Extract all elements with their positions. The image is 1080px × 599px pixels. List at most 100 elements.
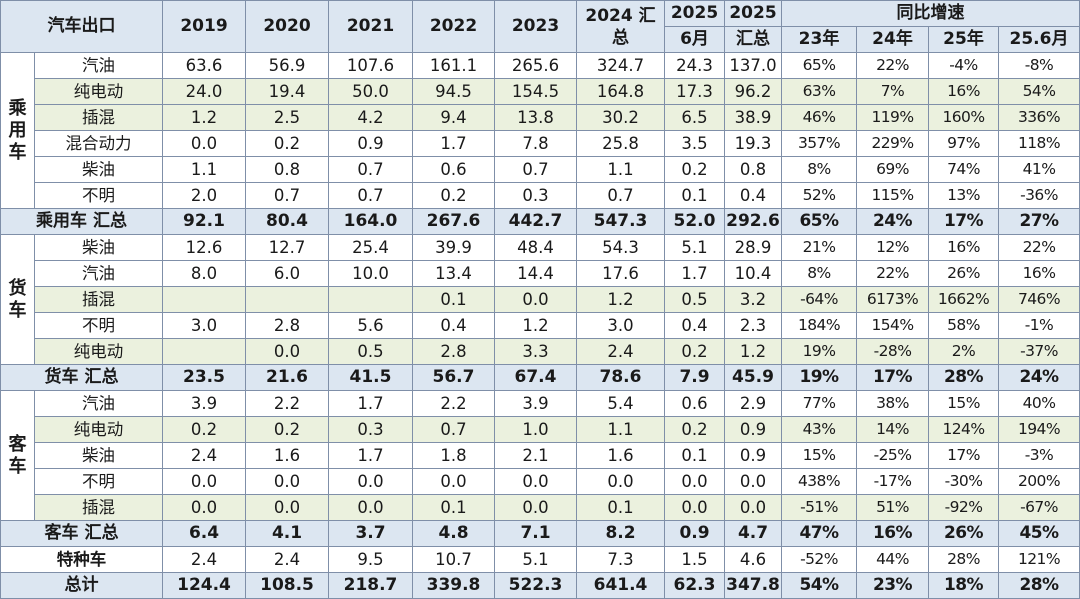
value-cell: 339.8 [412,572,495,599]
value-cell: 0.9 [724,442,782,469]
value-cell: 0.9 [724,416,782,443]
value-cell: 19.4 [245,78,329,105]
yoy-cell: -36% [998,182,1080,209]
value-cell: 0.7 [576,182,665,209]
value-cell: 24.0 [162,78,246,105]
yoy-cell: 22% [856,260,929,287]
value-cell: 0.0 [162,494,246,521]
value-cell: 0.4 [412,312,495,339]
header-yoy-25-6: 25.6月 [998,26,1080,53]
header-year-2019: 2019 [162,0,246,53]
value-cell: 522.3 [494,572,577,599]
yoy-cell: 6173% [856,286,929,313]
yoy-cell: 77% [781,390,857,417]
value-cell: 25.8 [576,130,665,157]
yoy-cell: 21% [781,234,857,261]
header-yoy-24: 24年 [856,26,929,53]
value-cell: 0.9 [664,520,725,547]
yoy-cell: -25% [856,442,929,469]
value-cell: 292.6 [724,208,782,235]
yoy-cell: 7% [856,78,929,105]
value-cell: 17.6 [576,260,665,287]
yoy-cell: 184% [781,312,857,339]
table-row: 货车柴油 12.6 12.7 25.4 39.9 48.4 54.3 5.1 28.9 21% 12… [0,234,1080,365]
fuel-type-label: 不明 [34,182,163,209]
table-row: 不明 2.0 0.7 0.7 0.2 0.3 0.7 0.1 0.4 52% 115% 13% -36% [1,182,1080,209]
value-cell: 218.7 [328,572,413,599]
value-cell: 3.9 [494,390,577,417]
group-label-char: 车 [8,141,27,163]
value-cell: 2.4 [245,546,329,573]
value-cell: 24.3 [664,52,725,79]
yoy-cell: 124% [928,416,999,443]
fuel-type-label: 纯电动 [34,78,163,105]
value-cell: 0.0 [664,468,725,495]
value-cell: 63.6 [162,52,246,79]
value-cell: 2.1 [494,442,577,469]
yoy-cell: 40% [998,390,1080,417]
yoy-cell: -51% [781,494,857,521]
value-cell: 547.3 [576,208,665,235]
value-cell: 0.6 [412,156,495,183]
value-cell: 2.5 [245,104,329,131]
grand-total-row: 总计 124.4 108.5 218.7 339.8 522.3 641.4 62.3 347.… [0,572,1080,599]
value-cell: 13.8 [494,104,577,131]
group-label-char: 客 [8,433,27,455]
fuel-type-label: 不明 [34,312,163,339]
yoy-cell: -17% [856,468,929,495]
value-cell: 21.6 [245,364,329,391]
value-cell: 9.4 [412,104,495,131]
value-cell: 0.3 [494,182,577,209]
yoy-cell: 121% [998,546,1080,573]
value-cell: 6.0 [245,260,329,287]
header-corner: 汽车出口 [0,0,163,53]
yoy-cell: 118% [998,130,1080,157]
yoy-cell: 63% [781,78,857,105]
header-yoy-23: 23年 [781,26,857,53]
value-cell: 0.5 [328,338,413,365]
value-cell: 0.8 [724,156,782,183]
value-cell: 8.0 [162,260,246,287]
yoy-cell: 23% [856,572,929,599]
value-cell: 28.9 [724,234,782,261]
value-cell: 17.3 [664,78,725,105]
value-cell: 56.7 [412,364,495,391]
value-cell: 1.7 [328,390,413,417]
fuel-type-label: 插混 [34,286,163,313]
value-cell: 0.7 [245,182,329,209]
value-cell: 0.0 [328,468,413,495]
header-year-2022: 2022 [412,0,495,53]
value-cell: 267.6 [412,208,495,235]
value-cell: 80.4 [245,208,329,235]
value-cell: 6.4 [162,520,246,547]
value-cell: 1.2 [494,312,577,339]
yoy-cell: 58% [928,312,999,339]
subtotal-label: 客车 汇总 [0,520,163,547]
value-cell: 94.5 [412,78,495,105]
group-label-bus: 客车 [0,390,35,521]
value-cell: 0.1 [576,494,665,521]
yoy-cell: -3% [998,442,1080,469]
value-cell: 0.0 [724,494,782,521]
value-cell: 1.2 [724,338,782,365]
value-cell: 2.4 [162,442,246,469]
value-cell: 7.8 [494,130,577,157]
table-row: 不明 3.0 2.8 5.6 0.4 1.2 3.0 0.4 2.3 184% 154% 58% -1% [1,312,1080,339]
table-row: 客车汽油 3.9 2.2 1.7 2.2 3.9 5.4 0.6 2.9 77% 38% 15% 40% [0,390,1080,521]
yoy-cell: 13% [928,182,999,209]
value-cell: 0.7 [494,156,577,183]
yoy-cell: 18% [928,572,999,599]
value-cell: 1.6 [245,442,329,469]
fuel-type-label: 汽油 [34,390,163,417]
fuel-type-label: 插混 [34,494,163,521]
yoy-cell: -1% [998,312,1080,339]
value-cell: 164.8 [576,78,665,105]
yoy-cell: 24% [998,364,1080,391]
yoy-cell: -28% [856,338,929,365]
yoy-cell: -67% [998,494,1080,521]
value-cell: 3.7 [328,520,413,547]
yoy-cell: 2% [928,338,999,365]
value-cell: 0.0 [162,130,246,157]
fuel-type-label: 混合动力 [34,130,163,157]
